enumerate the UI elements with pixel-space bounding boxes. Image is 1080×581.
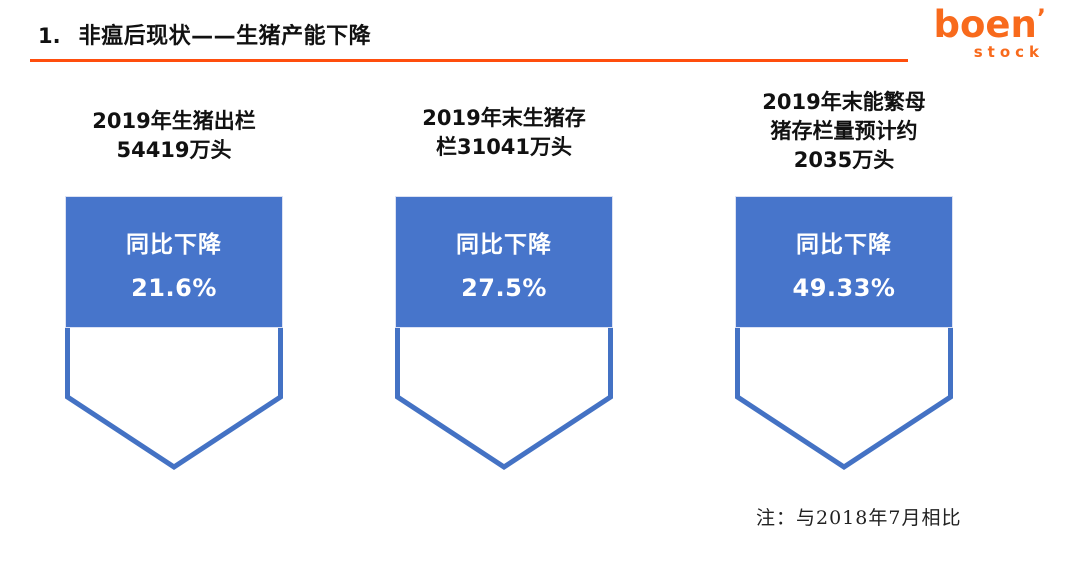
title-underline [30, 59, 908, 62]
logo: boenʼ stock [934, 6, 1046, 60]
banner-value: 27.5% [461, 273, 547, 302]
logo-subtitle: stock [973, 43, 1044, 61]
banner-textbox: 同比下降 27.5% [395, 196, 613, 328]
stat-column-nengFanMuZhu: 2019年末能繁母 猪存栏量预计约 2035万头 同比下降 49.33% [714, 85, 974, 475]
banner-label: 同比下降 [456, 231, 552, 258]
banner-cunLan: 同比下降 27.5% [395, 196, 613, 472]
logo-accent-mark: ʼ [1036, 4, 1046, 32]
banner-label: 同比下降 [126, 231, 222, 258]
banner-shape [735, 196, 953, 470]
banner-textbox: 同比下降 21.6% [65, 196, 283, 328]
stat-column-chuLan: 2019年生猪出栏 54419万头 同比下降 21.6% [44, 85, 304, 475]
banner-textbox: 同比下降 49.33% [735, 196, 953, 328]
banner-shape [65, 196, 283, 470]
banner-chuLan: 同比下降 21.6% [65, 196, 283, 472]
column-header: 2019年生猪出栏 54419万头 [92, 109, 256, 162]
column-header: 2019年末生猪存 栏31041万头 [422, 106, 586, 159]
title-number: 1. [38, 24, 61, 48]
banner-label: 同比下降 [796, 231, 892, 258]
banner-value: 49.33% [792, 273, 896, 302]
stat-column-cunLan: 2019年末生猪存 栏31041万头 同比下降 27.5% [374, 85, 634, 475]
banner-shape [395, 196, 613, 470]
banner-nengFanMuZhu: 同比下降 49.33% [735, 196, 953, 472]
banner-value: 21.6% [131, 273, 217, 302]
logo-brand: boen [933, 3, 1037, 46]
footnote: 注：与2018年7月相比 [756, 507, 962, 529]
page-title: 1. 非瘟后现状——生猪产能下降 [38, 18, 371, 50]
logo-brand-row: boenʼ [934, 6, 1046, 43]
title-text: 非瘟后现状——生猪产能下降 [78, 24, 372, 49]
column-header: 2019年末能繁母 猪存栏量预计约 2035万头 [762, 90, 926, 172]
